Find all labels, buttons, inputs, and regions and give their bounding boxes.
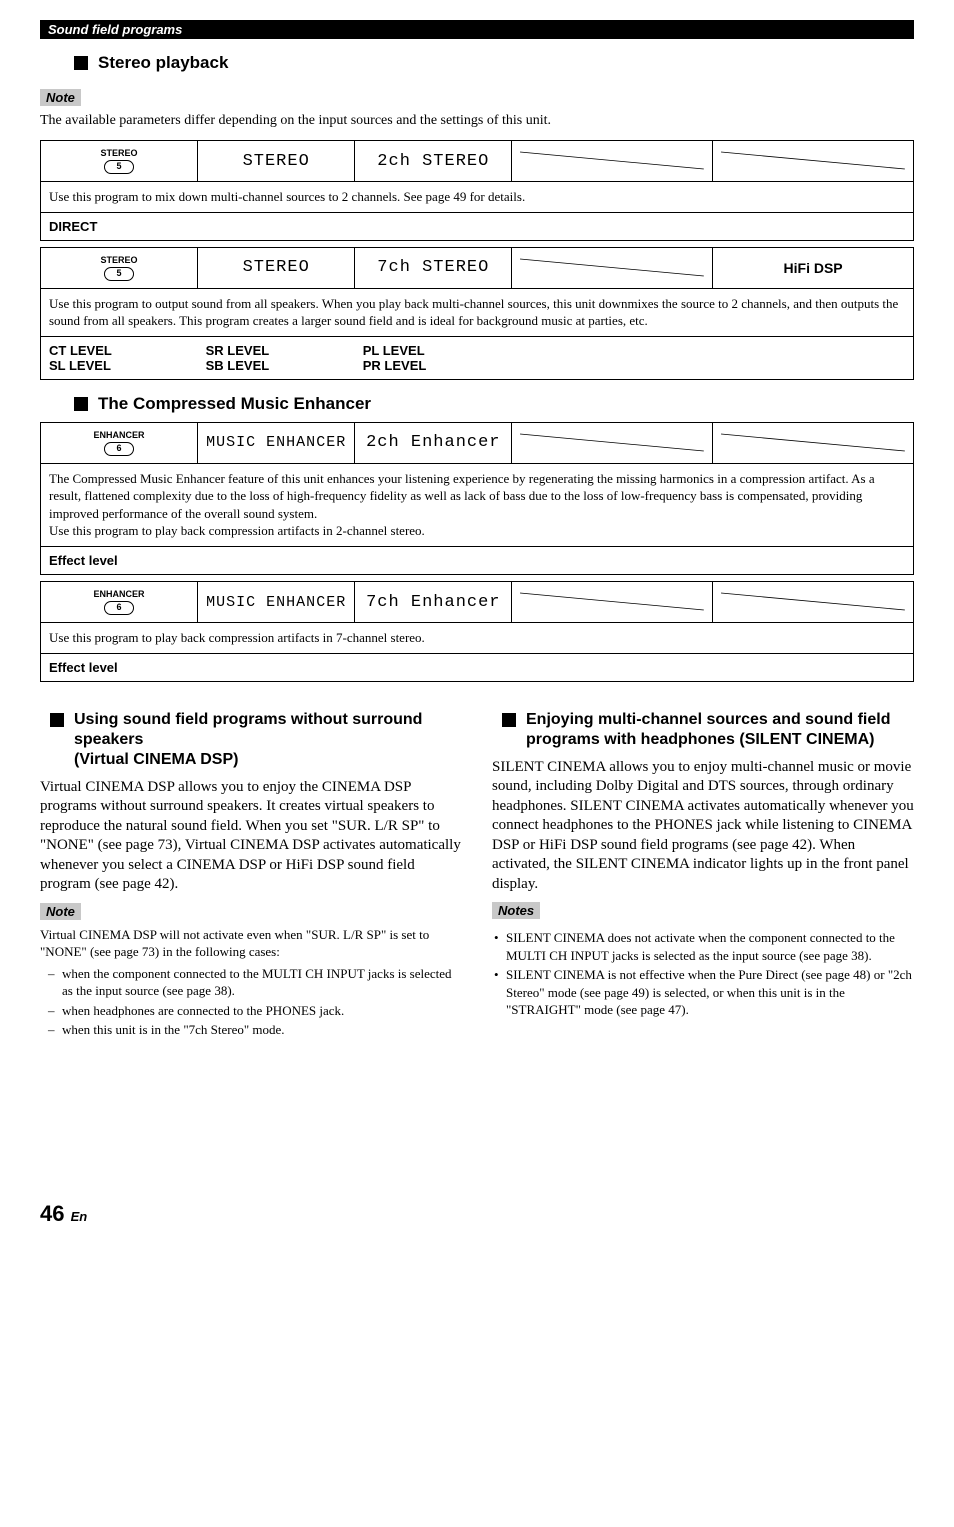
program-name: 2ch Enhancer [355,422,512,463]
note-intro: Virtual CINEMA DSP will not activate eve… [40,926,462,961]
param-cell: CT LEVEL SL LEVEL [41,336,198,379]
section-enhancer: The Compressed Music Enhancer [74,394,914,414]
list-item: SILENT CINEMA is not effective when the … [506,966,914,1019]
button-cell: ENHANCER 6 [41,582,198,623]
slope-graphic [713,582,914,623]
program-name: 7ch STEREO [355,247,512,288]
slope-graphic [512,247,713,288]
section-stereo-playback: Stereo playback [74,53,914,73]
left-column: Using sound field programs without surro… [40,696,462,1041]
slope-graphic [512,582,713,623]
list-item: when the component connected to the MULT… [62,965,462,1000]
program-description: The Compressed Music Enhancer feature of… [41,463,914,546]
note-badge: Note [40,903,81,920]
notes-bullets: SILENT CINEMA does not activate when the… [492,929,914,1019]
section-title: The Compressed Music Enhancer [98,394,371,414]
slope-graphic [512,422,713,463]
program-description: Use this program to mix down multi-chann… [41,182,914,213]
param-cell: PL LEVEL PR LEVEL [355,336,512,379]
page-number: 46 En [40,1201,914,1227]
table-2ch-enhancer: ENHANCER 6 MUSIC ENHANCER 2ch Enhancer T… [40,422,914,575]
header-breadcrumb: Sound field programs [40,20,914,39]
square-bullet-icon [74,56,88,70]
button-cell: STEREO 5 [41,141,198,182]
note-bullets: when the component connected to the MULT… [40,965,462,1039]
section-virtual-cinema: Using sound field programs without surro… [50,710,462,770]
param-pl: PL LEVEL [363,343,425,358]
notes-badge: Notes [492,902,540,919]
button-label: ENHANCER [49,430,189,440]
param-cell-empty [713,336,914,379]
square-bullet-icon [50,713,64,727]
page-lang: En [71,1209,88,1224]
button-cell: STEREO 5 [41,247,198,288]
body-text: SILENT CINEMA allows you to enjoy multi-… [492,758,914,895]
program-description: Use this program to play back compressio… [41,623,914,654]
slope-graphic [512,141,713,182]
program-description: Use this program to output sound from al… [41,288,914,336]
param-cell: SR LEVEL SB LEVEL [198,336,355,379]
param-row: Effect level [41,547,914,575]
button-label: STEREO [49,255,189,265]
section-title: Enjoying multi-channel sources and sound… [526,710,914,750]
param-ct: CT LEVEL [49,343,112,358]
program-category: STEREO [198,141,355,182]
button-cell: ENHANCER 6 [41,422,198,463]
param-sb: SB LEVEL [206,358,270,373]
slope-graphic [713,141,914,182]
table-7ch-enhancer: ENHANCER 6 MUSIC ENHANCER 7ch Enhancer U… [40,581,914,682]
note-badge: Note [40,89,81,106]
square-bullet-icon [502,713,516,727]
param-row: DIRECT [41,212,914,240]
button-label: STEREO [49,148,189,158]
list-item: when this unit is in the "7ch Stereo" mo… [62,1021,462,1039]
slope-graphic [713,422,914,463]
program-name: 2ch STEREO [355,141,512,182]
table-2ch-stereo: STEREO 5 STEREO 2ch STEREO Use this prog… [40,140,914,241]
param-cell-empty [512,336,713,379]
param-pr: PR LEVEL [363,358,427,373]
button-label: ENHANCER [49,589,189,599]
square-bullet-icon [74,397,88,411]
param-sl: SL LEVEL [49,358,111,373]
button-number: 5 [104,267,134,281]
program-category: MUSIC ENHANCER [198,422,355,463]
section-title: Using sound field programs without surro… [74,710,462,770]
section-title: Stereo playback [98,53,228,73]
note-text: The available parameters differ dependin… [40,112,914,130]
dsp-label: HiFi DSP [713,247,914,288]
button-number: 5 [104,160,134,174]
body-text: Virtual CINEMA DSP allows you to enjoy t… [40,778,462,895]
program-category: STEREO [198,247,355,288]
page-number-value: 46 [40,1201,64,1226]
button-number: 6 [104,601,134,615]
table-7ch-stereo: STEREO 5 STEREO 7ch STEREO HiFi DSP Use … [40,247,914,380]
button-number: 6 [104,442,134,456]
program-category: MUSIC ENHANCER [198,582,355,623]
param-sr: SR LEVEL [206,343,270,358]
right-column: Enjoying multi-channel sources and sound… [492,696,914,1041]
list-item: SILENT CINEMA does not activate when the… [506,929,914,964]
program-name: 7ch Enhancer [355,582,512,623]
list-item: when headphones are connected to the PHO… [62,1002,462,1020]
param-row: Effect level [41,653,914,681]
section-silent-cinema: Enjoying multi-channel sources and sound… [502,710,914,750]
